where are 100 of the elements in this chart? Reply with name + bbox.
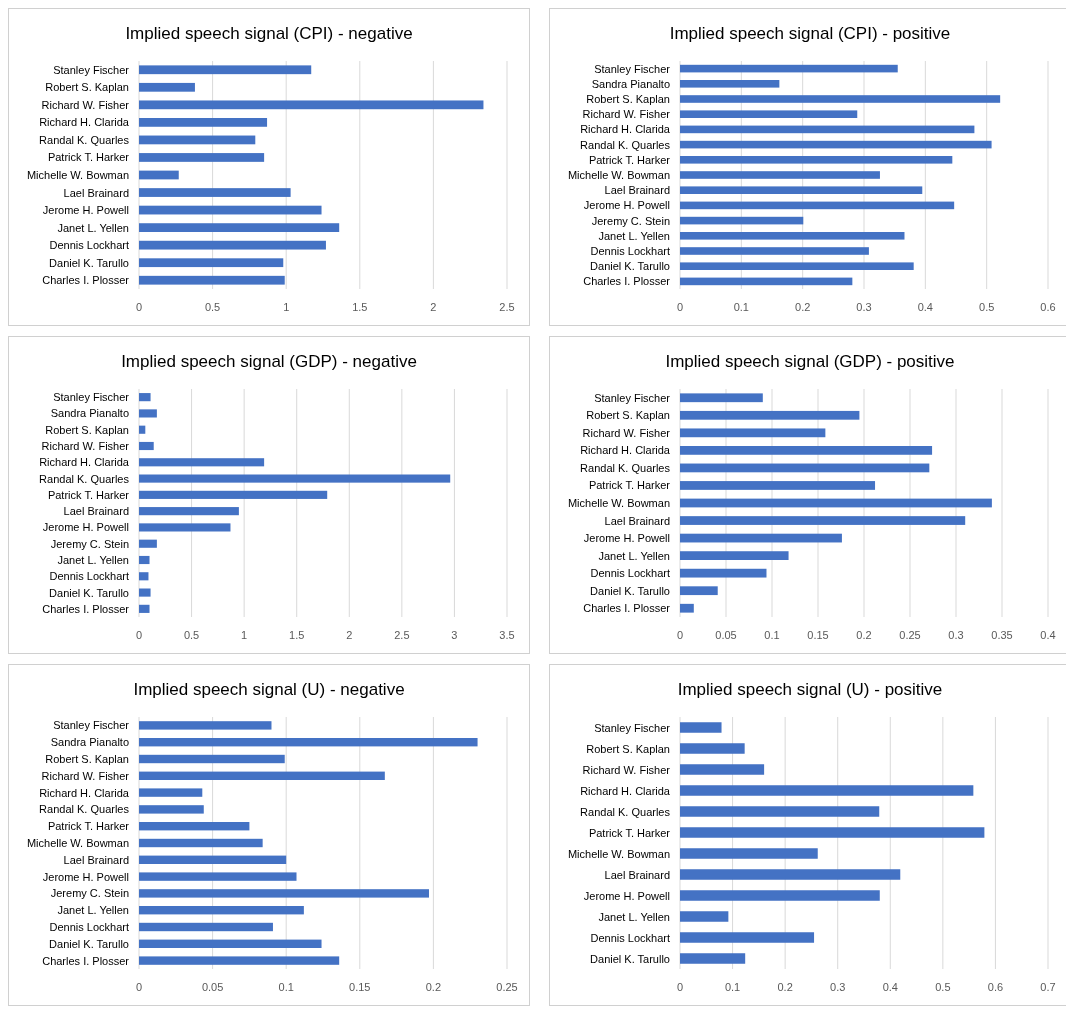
y-tick-label: Randal K. Quarles [39,472,130,485]
bar [139,855,287,864]
bar [680,216,804,225]
x-tick-label: 0.2 [777,981,793,993]
bar [139,754,285,764]
y-tick-label: Jerome H. Powell [583,532,670,545]
bar [139,822,250,831]
x-tick-label: 0 [676,629,684,641]
y-tick-label: Richard H. Clarida [39,786,130,799]
x-tick-label: 0.2 [425,981,442,993]
y-tick-label: Lael Brainard [63,505,129,518]
bar [139,539,157,548]
bar [139,474,451,483]
y-tick-label: Robert S. Kaplan [586,409,670,422]
y-tick-label: Richard W. Fisher [41,440,130,452]
x-tick-label: 0.5 [183,629,200,641]
bar [680,262,914,270]
y-tick-label: Stanley Fischer [594,62,671,75]
y-tick-label: Richard H. Clarida [580,123,671,136]
bar [680,953,746,964]
y-tick-label: Lael Brainard [63,186,129,199]
y-tick-label: Daniel K. Tarullo [590,952,670,965]
bar [139,393,151,402]
bar [139,906,304,915]
x-tick-label: 3.5 [499,629,515,641]
x-tick-label: 1 [283,301,290,313]
bar [680,277,853,286]
x-tick-label: 0.2 [856,629,872,641]
x-tick-label: 0.5 [935,981,951,993]
y-tick-label: Randal K. Quarles [580,461,671,474]
bar [680,201,955,210]
y-tick-label: Richard W. Fisher [582,763,671,776]
bar [680,743,745,754]
y-tick-label: Janet L. Yellen [57,904,129,917]
bar [680,568,767,578]
bar [680,764,765,775]
y-tick-label: Richard H. Clarida [580,444,671,457]
bar [139,441,154,451]
bar [139,409,157,418]
bar [139,721,272,730]
y-tick-label: Jerome H. Powell [42,521,129,534]
bar [139,523,231,532]
x-tick-label: 2 [346,629,353,641]
x-tick-label: 0 [676,981,684,993]
x-tick-label: 0 [135,301,143,313]
y-tick-label: Michelle W. Bowman [567,847,670,860]
y-tick-label: Patrick T. Harker [588,479,671,492]
y-tick-label: Jeremy C. Stein [591,214,670,227]
bar [139,458,265,467]
bar [139,65,312,75]
y-tick-label: Stanley Fischer [53,391,130,404]
bar [139,555,150,565]
bar [139,223,340,232]
x-tick-label: 0.7 [1040,981,1056,993]
y-tick-label: Lael Brainard [604,514,670,527]
bar [680,481,876,490]
y-tick-label: Sandra Pianalto [591,77,670,90]
bar [139,588,151,597]
y-tick-label: Stanley Fischer [53,719,130,732]
bar [680,516,966,525]
x-tick-label: 0.1 [733,301,749,313]
bar [680,911,729,922]
bar [680,932,815,943]
bar [680,446,933,455]
bar [680,156,953,164]
bar [680,95,1001,103]
bar [680,410,860,420]
bar [139,118,268,127]
bar [139,922,273,932]
x-tick-label: 0.5 [979,301,995,313]
bar [139,490,328,499]
y-tick-label: Charles I. Plosser [583,602,671,615]
x-tick-label: 0 [676,301,684,313]
x-tick-label: 0.3 [830,981,846,993]
y-tick-label: Stanley Fischer [594,391,671,404]
bar [680,247,869,255]
chart-title: Implied speech signal (U) - negative [133,680,405,699]
bar [139,771,385,780]
x-tick-label: 0.05 [715,629,737,641]
bar [139,805,204,814]
bar [139,738,478,747]
x-tick-label: 0.1 [724,981,741,993]
y-tick-label: Janet L. Yellen [57,554,129,566]
y-tick-label: Richard H. Clarida [39,456,130,469]
bar [680,603,694,613]
x-tick-label: 2 [430,301,437,313]
y-tick-label: Charles I. Plosser [42,954,130,967]
x-tick-label: 1.5 [289,629,305,641]
bar [680,428,826,438]
bar [139,939,322,948]
bar [139,100,484,110]
bar [139,507,239,516]
bar [680,393,763,403]
bar [680,551,789,560]
bar [139,956,340,965]
y-tick-label: Daniel K. Tarullo [590,260,670,273]
y-tick-label: Patrick T. Harker [47,488,130,501]
bar [680,498,992,508]
y-tick-label: Robert S. Kaplan [45,753,129,765]
x-tick-label: 0.35 [991,629,1013,641]
